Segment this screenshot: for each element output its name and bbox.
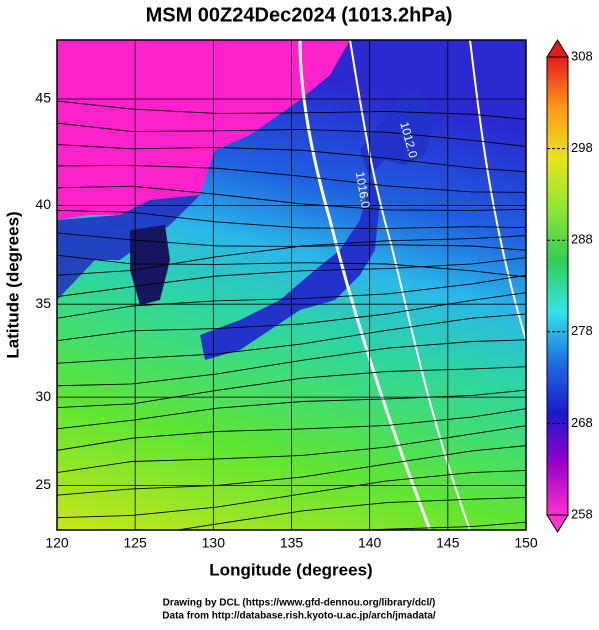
isobar [349, 40, 471, 530]
x-tick-label: 145 [436, 535, 460, 551]
streamline [57, 235, 526, 276]
y-tick-label: 25 [35, 476, 51, 492]
streamline [57, 209, 526, 229]
streamline [355, 521, 526, 530]
cold-land [57, 40, 350, 220]
streamline [57, 389, 526, 430]
streamline [57, 445, 526, 496]
colorbar-extend [546, 39, 569, 58]
colorbar-tick-label: 308 [571, 48, 593, 63]
streamline [57, 274, 526, 319]
colorbar-extend [546, 514, 569, 533]
x-tick-label: 120 [45, 535, 69, 551]
streamline [57, 232, 526, 251]
x-tick-label: 150 [514, 535, 538, 551]
y-tick-label: 45 [35, 90, 51, 106]
colorbar: 258 268 278 288 298 308 [546, 39, 593, 533]
streamline [57, 254, 526, 278]
colorbar-tick-label: 268 [571, 415, 593, 430]
streamline [57, 408, 526, 451]
x-axis-label: Longitude (degrees) [209, 560, 372, 579]
streamline [57, 185, 526, 211]
land [57, 195, 200, 300]
isobar [298, 40, 432, 530]
grid: 120 125 130 135 140 145 150 25 30 35 40 45 [35, 40, 538, 551]
colorbar-tick-label: 288 [571, 232, 593, 247]
y-tick-label: 40 [35, 196, 51, 212]
x-tick-label: 125 [123, 535, 147, 551]
colorbar-tick-label: 298 [571, 140, 593, 155]
korea [130, 225, 170, 305]
colorbar-tick-label: 278 [571, 323, 593, 338]
streamline [57, 425, 526, 473]
streamline [57, 313, 526, 364]
y-tick-label: 35 [35, 295, 51, 311]
title: MSM 00Z24Dec2024 (1013.2hPa) [146, 4, 453, 26]
footer-line: Data from http://database.rish.kyoto-u.a… [162, 611, 436, 622]
x-tick-label: 140 [358, 535, 382, 551]
streamline [57, 292, 526, 342]
x-tick-label: 135 [280, 535, 304, 551]
x-tick-label: 130 [202, 535, 226, 551]
streamline [174, 497, 526, 530]
streamlines [57, 100, 526, 530]
streamline [57, 100, 526, 120]
y-axis-label: Latitude (degrees) [3, 211, 22, 358]
contour-label: 1016.0 [353, 171, 373, 210]
map-field [57, 40, 526, 530]
colorbar-tick-label: 258 [571, 506, 593, 521]
map-frame [56, 39, 527, 531]
streamline [57, 144, 526, 173]
colorbar-bar [546, 56, 569, 516]
streamline [57, 165, 526, 193]
y-tick-label: 30 [35, 388, 51, 404]
streamline [57, 122, 526, 147]
streamline [57, 257, 526, 298]
footer-line: Drawing by DCL (https://www.gfd-dennou.o… [163, 598, 436, 609]
streamline [57, 366, 526, 408]
streamline [57, 469, 526, 519]
streamline [57, 339, 526, 387]
